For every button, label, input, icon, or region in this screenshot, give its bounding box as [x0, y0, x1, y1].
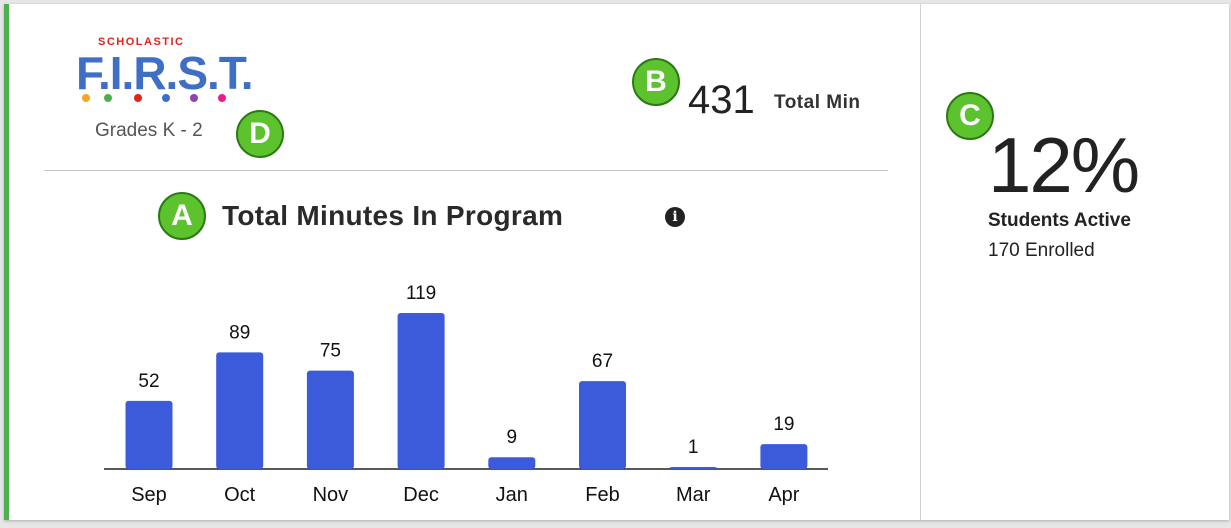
bar-value-label: 75: [320, 341, 341, 362]
bar-feb[interactable]: [579, 381, 626, 469]
bar-oct[interactable]: [216, 352, 264, 469]
bar-sep[interactable]: [125, 400, 173, 469]
x-tick-label: Oct: [224, 484, 256, 506]
students-active-percent: 12%: [988, 121, 1140, 209]
logo-dot: [218, 94, 226, 102]
x-tick-label: Nov: [313, 484, 349, 506]
logo-product-text: F.I.R.S.T.: [76, 47, 254, 99]
total-min-label: Total Min: [774, 92, 861, 113]
bar-apr[interactable]: [760, 444, 808, 469]
x-tick-label: Feb: [585, 484, 619, 506]
total-min-value: 431: [688, 78, 755, 122]
enrolled-count: 170 Enrolled: [988, 240, 1095, 261]
badge-c: C: [946, 92, 994, 140]
badge-b: B: [632, 58, 680, 106]
bar-value-label: 67: [592, 351, 613, 372]
chart-title: Total Minutes In Program: [222, 200, 564, 231]
logo-dot: [104, 94, 112, 102]
bar-mar[interactable]: [669, 467, 717, 469]
bar-value-label: 19: [773, 414, 794, 435]
logo-brand-text: SCHOLASTIC: [98, 36, 185, 48]
x-tick-label: Sep: [131, 484, 167, 506]
logo-dot: [162, 94, 170, 102]
logo-dot: [82, 94, 90, 102]
bar-value-label: 119: [406, 283, 436, 304]
x-tick-label: Jan: [496, 484, 528, 506]
bar-value-label: 9: [507, 427, 518, 448]
logo-dot: [190, 94, 198, 102]
bar-dec[interactable]: [397, 313, 445, 469]
bar-value-label: 1: [688, 437, 699, 458]
bar-chart: 52 Sep 89 Oct 75 Nov 119 Dec 9 Jan 67 Feb 1 Mar 19 Apr: [104, 283, 828, 506]
students-active-label: Students Active: [988, 210, 1131, 231]
bar-jan[interactable]: [488, 457, 536, 469]
info-icon[interactable]: i: [665, 207, 685, 227]
x-tick-label: Apr: [768, 484, 799, 506]
bar-nov[interactable]: [306, 370, 354, 469]
vertical-divider: [920, 4, 921, 520]
badge-a: A: [158, 192, 206, 240]
x-tick-label: Dec: [403, 484, 439, 506]
bar-value-label: 89: [229, 322, 250, 343]
bar-value-label: 52: [138, 371, 159, 392]
horizontal-divider: [44, 170, 888, 171]
x-tick-label: Mar: [676, 484, 711, 506]
logo-dot: [134, 94, 142, 102]
badge-d: D: [236, 110, 284, 158]
grades-label: Grades K - 2: [95, 120, 203, 141]
